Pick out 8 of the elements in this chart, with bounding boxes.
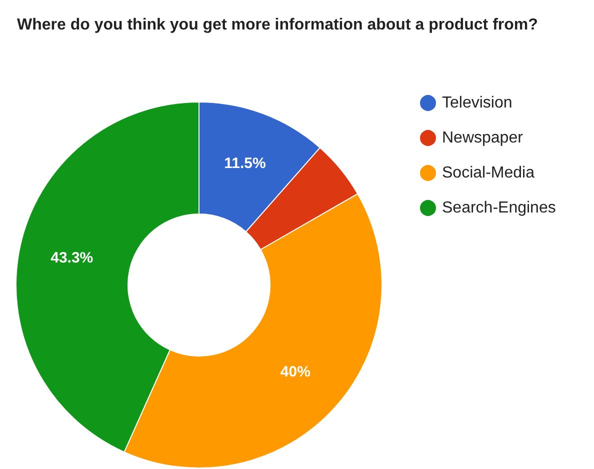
legend-label: Search-Engines <box>442 200 556 216</box>
data-label: 40% <box>280 364 310 381</box>
chart-title: Where do you think you get more information about a product from? <box>17 16 538 34</box>
legend-label: Television <box>442 94 512 112</box>
legend-label: Newspaper <box>442 130 524 146</box>
legend-label: Social-Media <box>442 164 535 182</box>
data-label: 11.5% <box>224 154 266 172</box>
data-label: 43.3% <box>50 249 94 266</box>
